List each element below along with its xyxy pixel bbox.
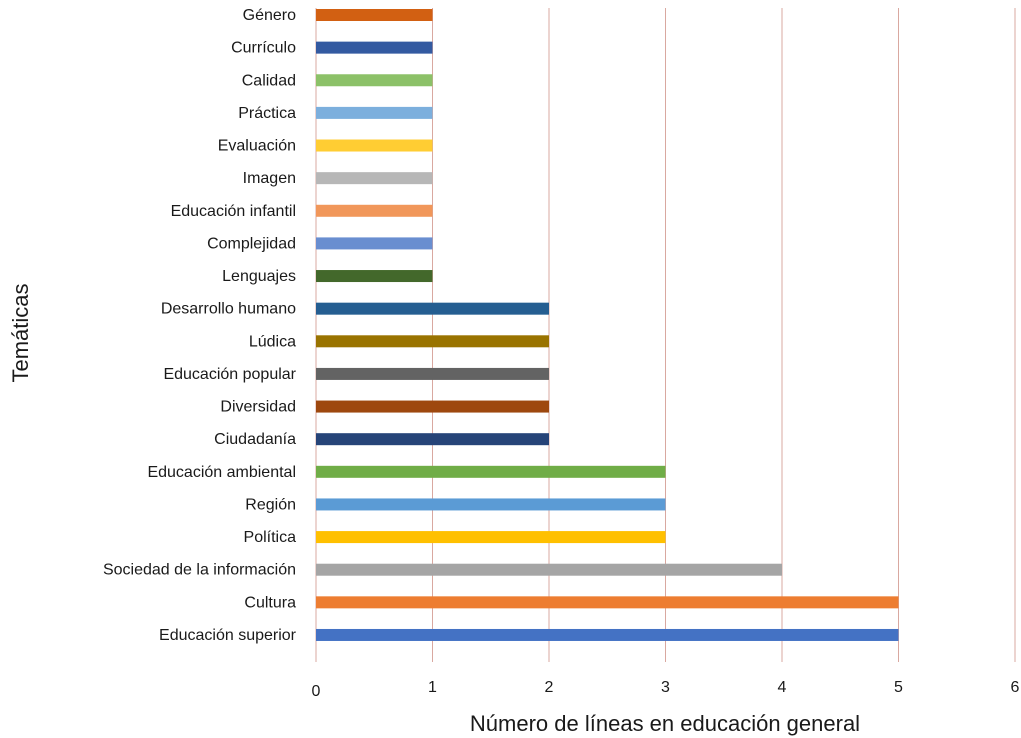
category-label: Educación ambiental xyxy=(147,464,296,481)
bar xyxy=(316,41,433,54)
bar xyxy=(316,596,899,609)
bar xyxy=(316,465,666,478)
bar xyxy=(316,172,433,185)
x-tick-label: 4 xyxy=(778,679,787,696)
category-label: Educación popular xyxy=(163,366,296,383)
category-label: Calidad xyxy=(242,72,296,89)
category-label: Diversidad xyxy=(220,399,296,416)
category-label: Cultura xyxy=(244,594,296,611)
category-label: Imagen xyxy=(243,170,296,187)
bar xyxy=(316,563,782,576)
bar xyxy=(316,367,549,380)
category-label: Educación superior xyxy=(159,627,297,644)
y-axis-title: Temáticas xyxy=(8,283,33,382)
category-label: Lúdica xyxy=(249,333,296,350)
bar xyxy=(316,628,899,641)
x-tick-label: 6 xyxy=(1011,679,1020,696)
category-label: Educación infantil xyxy=(171,203,296,220)
category-label: Desarrollo humano xyxy=(161,301,296,318)
category-label: Política xyxy=(244,529,297,546)
category-label: Complejidad xyxy=(207,235,296,252)
bar xyxy=(316,74,433,87)
category-label: Práctica xyxy=(238,105,296,122)
bar xyxy=(316,270,433,283)
bar xyxy=(316,433,549,446)
category-label: Sociedad de la información xyxy=(103,562,296,579)
bar xyxy=(316,106,433,119)
category-labels: Educación superior Cultura Sociedad de la … xyxy=(103,7,297,644)
category-label: Lenguajes xyxy=(222,268,296,285)
category-label: Género xyxy=(243,7,296,24)
x-tick-label: 0 xyxy=(312,683,321,700)
bar xyxy=(316,400,549,413)
x-tick-label: 1 xyxy=(428,679,437,696)
bars xyxy=(316,9,899,641)
bar xyxy=(316,531,666,544)
x-tick-label: 3 xyxy=(661,679,670,696)
bar xyxy=(316,9,433,21)
bar xyxy=(316,139,433,152)
x-tick-label: 5 xyxy=(894,679,903,696)
bar xyxy=(316,498,666,511)
category-label: Currículo xyxy=(231,40,296,57)
category-label: Ciudadanía xyxy=(214,431,296,448)
x-tick-label: 2 xyxy=(545,679,554,696)
x-axis-title: Número de líneas en educación general xyxy=(470,711,860,736)
bar xyxy=(316,204,433,217)
bar xyxy=(316,302,549,315)
bar xyxy=(316,237,433,250)
category-label: Región xyxy=(245,496,296,513)
bar xyxy=(316,335,549,348)
category-label: Evaluación xyxy=(218,138,296,155)
x-tick-labels: 0 1 2 3 4 5 6 xyxy=(312,679,1020,700)
